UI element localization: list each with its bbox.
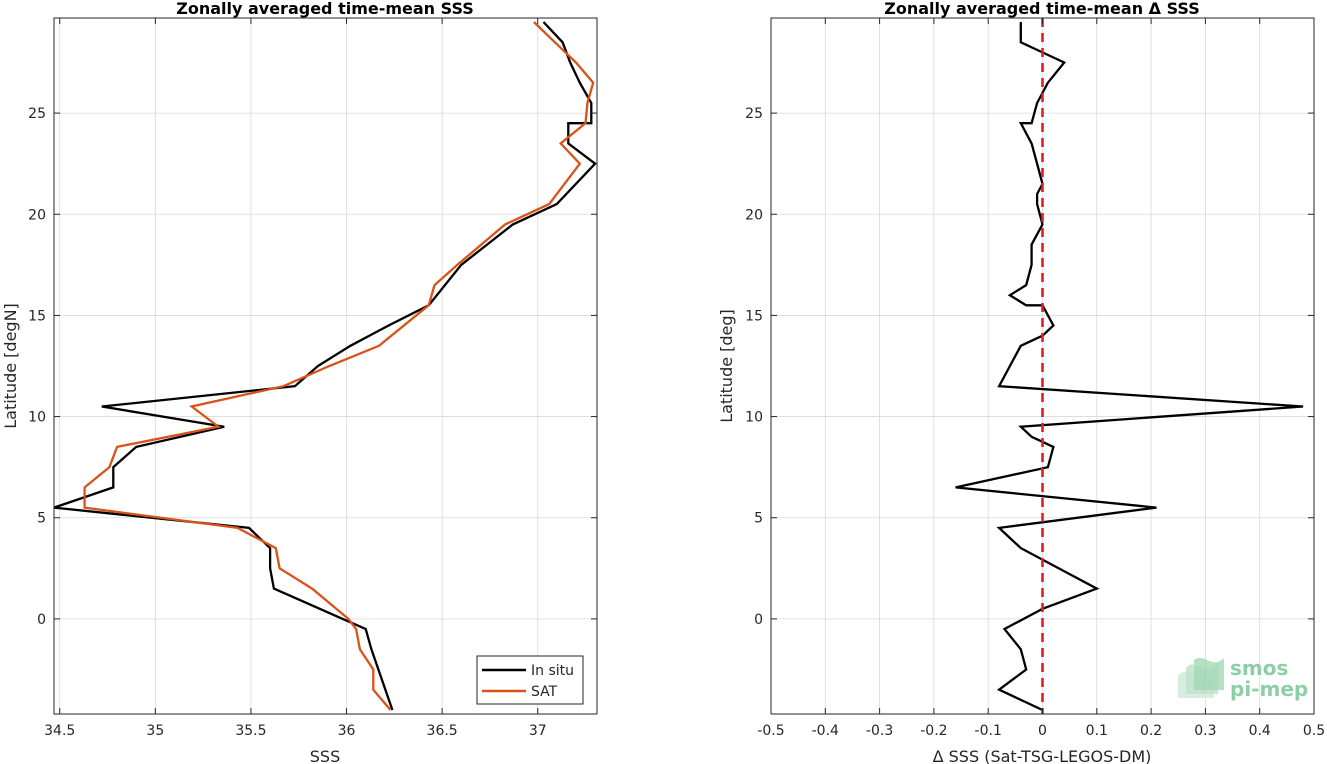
delta-sss-x-tick-label: -0.3 — [866, 723, 893, 739]
delta-sss-x-tick-label: 0.1 — [1086, 723, 1108, 739]
delta-sss-x-tick-label: 0 — [1038, 723, 1047, 739]
smos-pi-mep-logo: smos pi-mep — [1178, 656, 1308, 701]
sss-y-tick-label: 0 — [37, 612, 46, 628]
delta-sss-x-tick-label: 0.4 — [1249, 723, 1271, 739]
delta-sss-x-axis-label: Δ SSS (Sat-TSG-LEGOS-DM) — [933, 747, 1152, 764]
delta-sss-x-tick-label: 0.2 — [1140, 723, 1162, 739]
delta-sss-y-tick-label: 25 — [745, 106, 763, 122]
sss-grid — [54, 18, 597, 714]
delta-sss-x-tick-label: -0.4 — [812, 723, 839, 739]
sss-y-tick-label: 15 — [28, 308, 46, 324]
sss-x-tick-label: 36.5 — [427, 723, 458, 739]
delta-sss-y-tick-label: 10 — [745, 410, 763, 426]
logo-line2: pi-mep — [1230, 677, 1308, 701]
delta-sss-grid — [770, 18, 1315, 714]
delta-sss-ticks: -0.5 -0.4 -0.3 -0.2 -0.1 0 0.1 0.2 0.3 0.4 0.5 0 5 10… — [745, 18, 1325, 739]
delta-sss-y-axis-label: Latitude [deg] — [717, 309, 736, 423]
legend-box — [476, 655, 584, 705]
logo-wave-icon — [1178, 657, 1224, 698]
sss-x-tick-label: 35.5 — [235, 723, 266, 739]
sss-series-line-in-situ — [53, 21, 597, 711]
legend: In situ SAT — [476, 655, 584, 705]
legend-in-situ-label: In situ — [531, 663, 574, 679]
sss-y-tick-label: 20 — [28, 207, 46, 223]
sss-panel: Zonally averaged time-mean SSS 34.5 35 35.… — [1, 0, 598, 764]
sss-y-tick-label: 25 — [28, 106, 46, 122]
logo-line1: smos — [1230, 656, 1288, 680]
sss-ticks: 34.5 35 35.5 36 36.5 37 0 5 10 15 20 25 — [28, 18, 597, 739]
delta-sss-chart-title: Zonally averaged time-mean Δ SSS — [884, 0, 1200, 18]
delta-sss-panel: Zonally averaged time-mean Δ SSS -0.5 -0.… — [717, 0, 1325, 764]
delta-sss-x-tick-label: -0.2 — [920, 723, 947, 739]
delta-sss-x-tick-label: 0.3 — [1194, 723, 1216, 739]
sss-series — [53, 21, 597, 711]
delta-sss-x-tick-label: -0.5 — [757, 723, 784, 739]
sss-x-axis-label: SSS — [310, 747, 340, 764]
delta-sss-y-tick-label: 20 — [745, 207, 763, 223]
sss-x-tick-label: 34.5 — [44, 723, 75, 739]
delta-sss-x-tick-label: -0.1 — [975, 723, 1002, 739]
delta-sss-y-tick-label: 5 — [754, 511, 763, 527]
sss-x-tick-label: 35 — [146, 723, 164, 739]
sss-chart-title: Zonally averaged time-mean SSS — [176, 0, 474, 18]
sss-y-tick-label: 5 — [37, 511, 46, 527]
sss-y-tick-label: 10 — [28, 410, 46, 426]
sss-x-tick-label: 37 — [529, 723, 547, 739]
delta-sss-series-line-delta — [955, 22, 1304, 712]
delta-sss-series — [955, 18, 1304, 714]
sss-axes-box — [53, 17, 598, 715]
sss-series-line-sat — [83, 21, 595, 711]
legend-sat-label: SAT — [531, 684, 558, 700]
delta-sss-x-tick-label: 0.5 — [1303, 723, 1325, 739]
sss-y-axis-label: Latitude [degN] — [1, 303, 20, 429]
sss-x-tick-label: 36 — [338, 723, 356, 739]
delta-sss-y-tick-label: 0 — [754, 612, 763, 628]
delta-sss-y-tick-label: 15 — [745, 308, 763, 324]
